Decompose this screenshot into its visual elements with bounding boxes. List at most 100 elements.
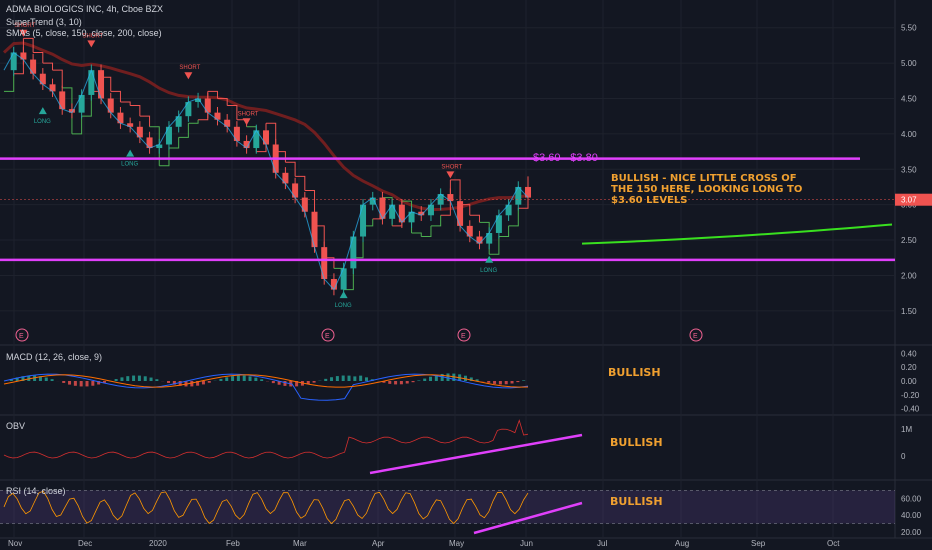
supertrend-seg-11 bbox=[101, 76, 112, 92]
supertrend-seg-8 bbox=[71, 116, 83, 135]
candle-body-10 bbox=[98, 70, 105, 99]
rsi-band bbox=[0, 490, 895, 524]
y-tick-2: 2.00 bbox=[901, 271, 917, 280]
y-tick-3.5: 3.50 bbox=[901, 165, 917, 174]
macd-hist-58 bbox=[341, 375, 345, 381]
macd-hist-34 bbox=[201, 381, 205, 385]
supertrend-seg-52 bbox=[498, 225, 510, 238]
candle-body-21 bbox=[204, 98, 211, 113]
signal-label-8: LONG bbox=[480, 268, 497, 274]
x-tick-Sep: Sep bbox=[751, 539, 766, 548]
macd-tick-2: 0.00 bbox=[901, 377, 917, 386]
candle-body-41 bbox=[398, 204, 405, 223]
candle-body-23 bbox=[224, 119, 231, 127]
candle-body-44 bbox=[427, 204, 434, 216]
supertrend-seg-34 bbox=[324, 257, 335, 269]
candle-body-8 bbox=[78, 94, 85, 113]
last-price-value: 3.07 bbox=[901, 196, 917, 205]
y-tick-4: 4.00 bbox=[901, 130, 917, 139]
macd-hist-61 bbox=[359, 375, 363, 381]
macd-hist-22 bbox=[132, 375, 136, 381]
main-annotation-line-3: $3.60 LEVELS bbox=[611, 195, 688, 206]
supertrend-seg-30 bbox=[285, 161, 296, 177]
macd-hist-16 bbox=[97, 381, 101, 385]
macd-hist-25 bbox=[149, 377, 153, 381]
macd-hist-39 bbox=[231, 376, 235, 381]
macd-hist-56 bbox=[330, 377, 334, 381]
candle-body-37 bbox=[360, 204, 367, 237]
candle-body-15 bbox=[146, 137, 153, 149]
x-tick-Nov: Nov bbox=[8, 539, 22, 548]
signal-label-4: SHORT bbox=[179, 65, 200, 71]
macd-hist-38 bbox=[225, 377, 229, 381]
candle-body-3 bbox=[30, 59, 37, 74]
chart-title: ADMA BIOLOGICS INC, 4h, Cboe BZX bbox=[6, 4, 164, 14]
earnings-label-3: E bbox=[693, 333, 698, 340]
macd-hist-70 bbox=[411, 381, 415, 383]
macd-hist-88 bbox=[516, 381, 520, 383]
rsi-trendline bbox=[473, 501, 583, 535]
macd-hist-74 bbox=[434, 375, 438, 381]
supertrend-seg-12 bbox=[110, 90, 121, 103]
obv-label: OBV bbox=[6, 421, 26, 431]
macd-hist-28 bbox=[167, 381, 171, 384]
candle-body-32 bbox=[311, 211, 318, 248]
candle-body-17 bbox=[165, 126, 172, 145]
earnings-label-0: E bbox=[19, 333, 24, 340]
supertrend-seg-44 bbox=[421, 225, 432, 238]
obv-trendline bbox=[369, 433, 583, 475]
macd-hist-7 bbox=[44, 377, 48, 381]
supertrend-seg-51 bbox=[489, 236, 500, 255]
macd-hist-76 bbox=[446, 373, 450, 381]
y-tick-2.5: 2.50 bbox=[901, 236, 917, 245]
macd-hist-10 bbox=[62, 381, 66, 383]
price-axis: Nov Dec 2020 Feb Mar Apr May Jun Jul Aug Sep Oct 1.5… bbox=[8, 24, 932, 548]
x-tick-Jun: Jun bbox=[520, 539, 533, 548]
macd-tick-3: -0.20 bbox=[901, 391, 920, 400]
macd-hist-55 bbox=[324, 378, 328, 381]
candle-body-22 bbox=[214, 112, 221, 120]
supertrend-seg-6 bbox=[52, 69, 63, 88]
sma-5-line bbox=[3, 51, 529, 291]
supertrend-seg-1 bbox=[4, 73, 15, 92]
x-tick-May: May bbox=[449, 539, 464, 548]
macd-label: MACD (12, 26, close, 9) bbox=[6, 352, 103, 362]
signal-label-0: SHORT bbox=[14, 23, 35, 29]
signal-label-6: LONG bbox=[335, 303, 352, 309]
macd-tick-4: -0.40 bbox=[901, 405, 920, 414]
x-tick-2020: 2020 bbox=[149, 539, 167, 548]
candle-body-45 bbox=[437, 194, 444, 205]
macd-hist-80 bbox=[469, 377, 473, 381]
macd-hist-66 bbox=[388, 381, 392, 384]
macd-hist-60 bbox=[353, 376, 357, 381]
supertrend-seg-4 bbox=[33, 51, 44, 64]
candle-body-25 bbox=[243, 140, 250, 149]
earnings-marker-2 bbox=[457, 328, 471, 342]
earnings-label-2: E bbox=[461, 333, 466, 340]
supertrend-seg-48 bbox=[460, 204, 471, 216]
macd-hist-72 bbox=[423, 378, 427, 381]
supertrend-seg-38 bbox=[363, 218, 374, 227]
candle-body-29 bbox=[282, 172, 289, 184]
candle-body-24 bbox=[233, 126, 240, 141]
obv-tick-1m: 1M bbox=[901, 425, 912, 434]
signal-arrow-4 bbox=[184, 72, 193, 80]
macd-hist-40 bbox=[236, 375, 240, 381]
macd-tick-0: 0.40 bbox=[901, 349, 917, 358]
obv-annotation: BULLISH bbox=[610, 436, 663, 449]
macd-hist-75 bbox=[440, 373, 444, 381]
macd-hist-29 bbox=[172, 381, 176, 385]
macd-hist-41 bbox=[242, 375, 246, 381]
y-tick-1.5: 1.50 bbox=[901, 307, 917, 316]
signal-arrow-1 bbox=[87, 40, 96, 48]
signal-arrow-2 bbox=[38, 107, 47, 115]
signal-label-7: SHORT bbox=[441, 164, 462, 170]
signal-label-2: LONG bbox=[34, 119, 51, 125]
macd-hist-84 bbox=[493, 381, 497, 384]
candle-body-42 bbox=[408, 211, 415, 223]
projection-line bbox=[581, 223, 893, 245]
macd-hist-69 bbox=[405, 381, 409, 384]
candle-body-5 bbox=[49, 84, 56, 92]
macd-hist-30 bbox=[178, 381, 182, 386]
